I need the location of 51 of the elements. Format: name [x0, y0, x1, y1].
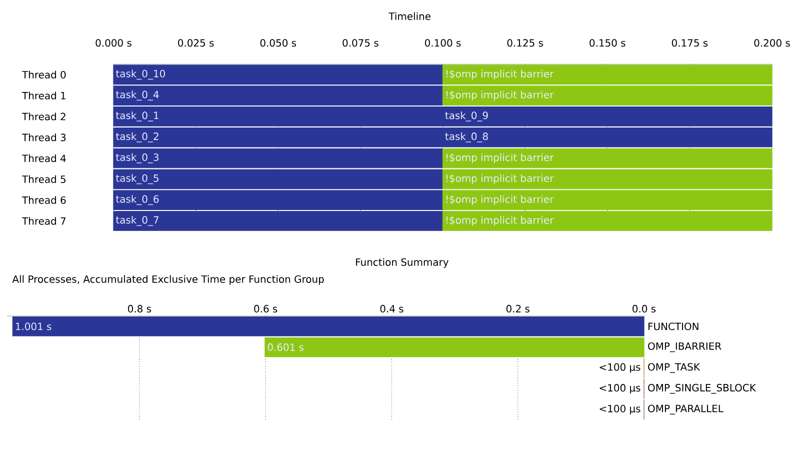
- x-tick-label: 0.200 s: [754, 39, 790, 47]
- y-tick-label: OMP_IBARRIER: [648, 342, 722, 352]
- data-label: task_0_7: [116, 216, 158, 226]
- x-tick-label: 0.125 s: [507, 39, 543, 47]
- x-tick-label: 0.2 s: [506, 304, 530, 312]
- x-tick-label: 0.075 s: [342, 39, 378, 47]
- data-label: 1.001 s: [16, 322, 52, 330]
- y-tick-label: Thread 1: [22, 92, 66, 100]
- y-tick-label: Thread 7: [22, 217, 66, 225]
- data-label: <100 µs: [600, 384, 640, 394]
- y-tick-label: Thread 6: [22, 196, 66, 204]
- y-tick-label: Thread 4: [22, 154, 66, 162]
- data-label: task_0_2: [116, 132, 158, 142]
- y-tick-label: Thread 2: [22, 112, 66, 120]
- x-tick-label: 0.000 s: [96, 39, 132, 47]
- data-label: !$omp implicit barrier: [446, 174, 554, 184]
- data-label: task_0_1: [116, 111, 158, 122]
- y-tick-label: OMP_SINGLE_SBLOCK: [648, 384, 756, 394]
- y-tick-label: OMP_PARALLEL: [648, 404, 724, 414]
- y-tick-label: Thread 3: [22, 133, 66, 142]
- x-tick-label: 0.8 s: [128, 304, 152, 312]
- data-label: !$omp implicit barrier: [446, 216, 554, 226]
- x-tick-label: 0.6 s: [254, 304, 278, 312]
- chart-title: Function Summary: [356, 258, 448, 268]
- y-tick-label: Thread 5: [22, 175, 66, 184]
- data-label: task_0_8: [445, 132, 488, 142]
- data-label: task_0_5: [116, 174, 158, 184]
- x-tick-label: 0.050 s: [260, 39, 296, 47]
- data-label: 0.601 s: [268, 343, 304, 351]
- y-tick-label: OMP_TASK: [648, 363, 700, 373]
- x-tick-label: 0.0 s: [632, 304, 656, 312]
- data-label: <100 µs: [600, 363, 640, 373]
- data-label: <100 µs: [600, 404, 640, 414]
- data-label: task_0_6: [116, 195, 159, 206]
- data-label: !$omp implicit barrier: [446, 153, 554, 164]
- data-label: task_0_3: [116, 153, 159, 164]
- data-label: task_0_9: [445, 111, 488, 122]
- x-tick-label: 0.025 s: [178, 39, 214, 47]
- x-tick-label: 0.150 s: [590, 39, 626, 47]
- x-tick-label: 0.4 s: [380, 304, 404, 312]
- x-tick-label: 0.175 s: [672, 39, 708, 47]
- data-label: !$omp implicit barrier: [446, 70, 554, 80]
- data-label: task_0_10: [116, 70, 165, 80]
- data-label: !$omp implicit barrier: [446, 195, 554, 205]
- data-label: task_0_4: [116, 90, 159, 101]
- chart-subtitle: All Processes, Accumulated Exclusive Time per Function Group: [12, 275, 324, 285]
- data-label: !$omp implicit barrier: [446, 90, 554, 100]
- y-tick-label: FUNCTION: [648, 322, 698, 330]
- y-tick-label: Thread 0: [22, 70, 66, 79]
- chart-title: Timeline: [388, 12, 430, 20]
- x-tick-label: 0.100 s: [424, 39, 461, 47]
